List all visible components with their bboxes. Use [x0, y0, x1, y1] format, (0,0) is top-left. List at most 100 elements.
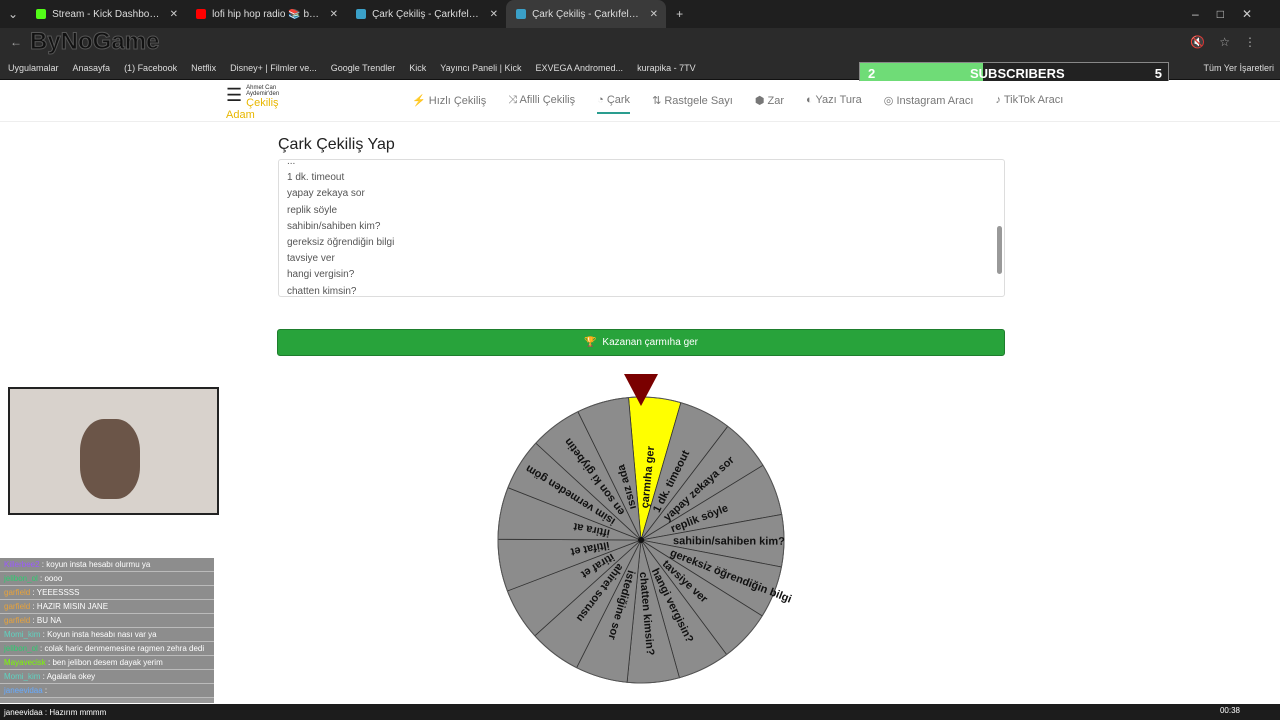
- nav-item[interactable]: ◐ Yazı Tura: [806, 94, 862, 114]
- chat-username[interactable]: jelibon_ol: [4, 644, 38, 653]
- nav-icon: ♪: [995, 94, 1002, 106]
- chat-username[interactable]: janeevidaa: [4, 686, 43, 695]
- tab-title: lofi hip hop radio 📚 beats: [212, 8, 323, 20]
- nav-item[interactable]: ⬢ Zar: [755, 94, 784, 114]
- address-bar[interactable]: ← 🔇☆⋮: [0, 28, 1280, 56]
- nav-label: Zar: [767, 95, 785, 107]
- tab-title: Stream - Kick Dashboard: [52, 8, 163, 20]
- nav-item[interactable]: ⤨ Afilli Çekiliş: [508, 94, 575, 114]
- chat-text: oooo: [44, 574, 63, 583]
- new-tab-button[interactable]: +: [676, 7, 684, 21]
- nav-label: Afilli Çekiliş: [519, 94, 576, 106]
- chat-text: Koyun insta hesabı nası var ya: [47, 630, 157, 639]
- tab-search-icon[interactable]: ⌄: [8, 7, 19, 21]
- close-icon[interactable]: ✕: [329, 8, 339, 20]
- bookmark-item[interactable]: Anasayfa: [72, 62, 111, 73]
- wheel-center: [638, 537, 644, 543]
- bookmark-item[interactable]: Google Trendler: [330, 62, 396, 73]
- site-icon: [516, 9, 527, 19]
- browser-tab[interactable]: Çark Çekiliş - Çarkıfelek - Hızlı Ç ✕: [346, 0, 506, 28]
- browser-tab-bar: ⌄ Stream - Kick Dashboard ✕ lofi hip hop …: [0, 0, 1280, 28]
- close-icon[interactable]: ✕: [649, 8, 659, 20]
- nav-item[interactable]: ⚡ Hızlı Çekiliş: [412, 94, 486, 114]
- textarea-line: sahibin/sahiben kim?: [287, 220, 381, 232]
- chat-latest-message: janeevidaa : Hazırım mmmm: [4, 708, 107, 717]
- chat-message: Momi_kim : Agalarla okey: [0, 670, 214, 684]
- bookmark-item[interactable]: (1) Facebook: [124, 62, 178, 73]
- nav-icon: ◐: [806, 94, 813, 106]
- nav-icon: ◔: [597, 94, 604, 106]
- tab-title: Çark Çekiliş - Çarkıfelek - H: [532, 8, 642, 20]
- youtube-icon: [196, 9, 207, 19]
- chat-username[interactable]: Momi_kim: [4, 672, 41, 681]
- bookmark-item[interactable]: Yayıncı Paneli | Kick: [440, 62, 522, 73]
- bookmark-item[interactable]: Kick: [409, 62, 427, 73]
- textarea-line: 1 dk. timeout: [287, 172, 345, 184]
- runner-icon: ☰: [226, 85, 243, 105]
- site-navbar: ☰ Ahmet Can Aydemir'den Çekiliş Adam ⚡ Hız…: [0, 81, 1280, 122]
- chat-text: koyun insta hesabı olurmu ya: [46, 560, 151, 569]
- chat-username[interactable]: Momi_kim: [4, 630, 41, 639]
- textarea-line: yapay zekaya sor: [287, 188, 365, 200]
- chat-text: Agalarla okey: [46, 672, 96, 681]
- subscriber-label: SUBSCRIBERS: [970, 66, 1065, 81]
- chat-username[interactable]: garfield: [4, 588, 31, 597]
- back-icon[interactable]: ←: [10, 35, 22, 49]
- nav-item[interactable]: ◔ Çark: [597, 94, 631, 114]
- nav-label: Yazı Tura: [815, 94, 862, 106]
- chat-username[interactable]: Mayavecisk: [4, 658, 46, 667]
- bookmark-item[interactable]: Tüm Yer İşaretleri: [1203, 62, 1274, 73]
- chat-text: BU NA: [36, 616, 62, 625]
- subscriber-current: 2: [868, 66, 876, 81]
- nav-icon: ⇅: [652, 95, 662, 107]
- chat-username[interactable]: Killerbee2: [4, 560, 40, 569]
- toolbar-icons[interactable]: 🔇☆⋮: [1190, 35, 1270, 49]
- chat-message: Killerbee2 : koyun insta hesabı olurmu y…: [0, 558, 214, 572]
- options-textarea[interactable]: ... 1 dk. timeout yapay zekaya sor replik s…: [278, 159, 1005, 297]
- nav-item[interactable]: ⇅ Rastgele Sayı: [652, 94, 733, 114]
- wheel-segment-label: sahibin/sahiben kim?: [673, 535, 785, 548]
- chat-message: Mayavecisk : ben jelibon desem dayak yer…: [0, 656, 214, 670]
- bookmark-item[interactable]: Uygulamalar: [8, 62, 59, 73]
- chat-username[interactable]: jelibon_ol: [4, 574, 38, 583]
- chat-username[interactable]: garfield: [4, 602, 31, 611]
- tab-title: Çark Çekiliş - Çarkıfelek - Hızlı Ç: [372, 8, 482, 20]
- brand-small: Ahmet Can Aydemir'den: [246, 85, 280, 97]
- site-icon: [356, 9, 367, 19]
- taskbar: janeevidaa : Hazırım mmmm 00:38: [0, 704, 1280, 720]
- nav-label: Rastgele Sayı: [664, 95, 733, 107]
- close-icon[interactable]: ✕: [169, 8, 179, 20]
- brand-name: Çekiliş Adam: [226, 97, 279, 121]
- kick-icon: [36, 9, 47, 19]
- bookmark-item[interactable]: EXVEGA Andromed...: [535, 62, 624, 73]
- chat-message: garfield : HAZIR MISIN JANE: [0, 600, 214, 614]
- browser-tab-active[interactable]: Çark Çekiliş - Çarkıfelek - H ✕: [506, 0, 667, 28]
- spin-button[interactable]: 🏆 Kazanan çarmıha ger: [277, 329, 1005, 356]
- overlay-logo: ByNoGame: [29, 28, 160, 55]
- nav-item[interactable]: ♪ TikTok Aracı: [996, 94, 1064, 114]
- bookmark-item[interactable]: Disney+ | Filmler ve...: [230, 62, 317, 73]
- chat-text: HAZIR MISIN JANE: [36, 602, 109, 611]
- textarea-line: gereksiz öğrendiğin bilgi: [287, 237, 395, 249]
- chat-message: Momi_kim : Koyun insta hesabı nası var y…: [0, 628, 214, 642]
- nav-item[interactable]: ◎ Instagram Aracı: [884, 94, 974, 114]
- close-icon[interactable]: ✕: [489, 8, 499, 20]
- bookmark-item[interactable]: Netflix: [191, 62, 217, 73]
- scrollbar[interactable]: [997, 226, 1002, 274]
- textarea-line: replik söyle: [287, 204, 338, 216]
- textarea-line: chatten kimsin?: [287, 285, 357, 297]
- nav-label: TikTok Aracı: [1003, 94, 1064, 106]
- browser-tab[interactable]: Stream - Kick Dashboard ✕: [26, 0, 186, 28]
- bookmark-item[interactable]: kurapika - 7TV: [637, 62, 696, 73]
- nav-icon: ⤨: [508, 94, 518, 106]
- chat-text: colak haric denmemesine ragmen zehra ded…: [44, 644, 205, 653]
- site-logo[interactable]: ☰ Ahmet Can Aydemir'den Çekiliş Adam: [226, 85, 290, 121]
- window-controls[interactable]: –□✕: [1192, 7, 1270, 21]
- chat-message: garfield : YEEESSSS: [0, 586, 214, 600]
- subscriber-goal-bar: 2 SUBSCRIBERS 5: [859, 62, 1169, 84]
- page-title: Çark Çekiliş Yap: [278, 136, 395, 153]
- chat-username[interactable]: garfield: [4, 616, 31, 625]
- nav-label: Çark: [606, 94, 631, 106]
- browser-tab[interactable]: lofi hip hop radio 📚 beats ✕: [186, 0, 346, 28]
